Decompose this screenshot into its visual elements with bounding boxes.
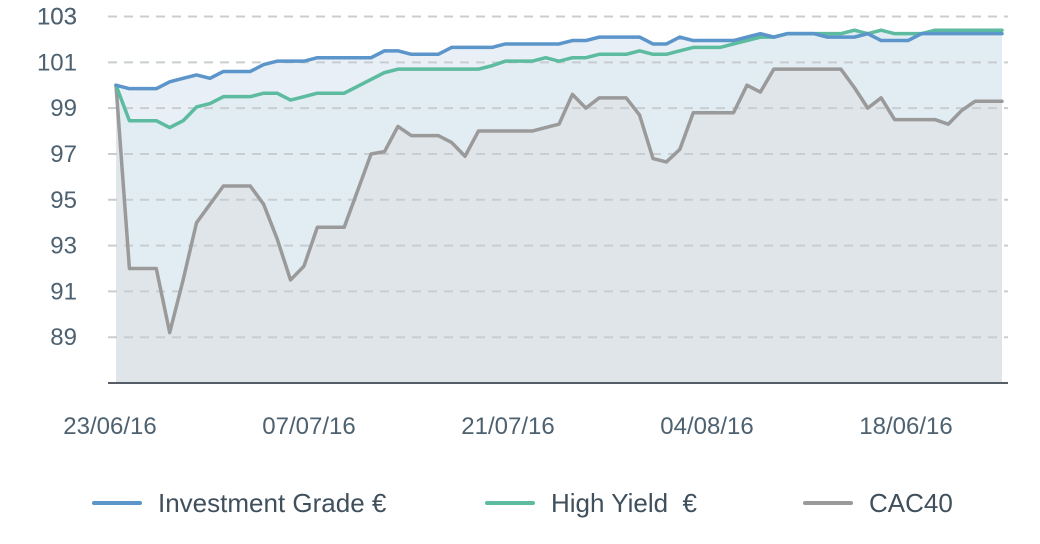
cac40-area bbox=[116, 69, 1002, 384]
y-tick-label: 89 bbox=[50, 324, 77, 351]
area-fills bbox=[116, 30, 1002, 384]
cac40-line bbox=[114, 67, 1004, 335]
x-axis-ticks: 23/06/16 07/07/16 21/07/16 04/08/16 18/06/16 bbox=[63, 413, 952, 440]
y-tick-label: 91 bbox=[50, 278, 77, 305]
x-tick-label: 18/06/16 bbox=[859, 413, 952, 440]
y-tick-label: 97 bbox=[50, 141, 77, 168]
y-tick-label: 103 bbox=[37, 4, 77, 31]
investment-grade-line bbox=[114, 31, 1004, 91]
legend-label-investment-grade: Investment Grade € bbox=[158, 488, 387, 518]
x-tick-label: 21/07/16 bbox=[461, 413, 554, 440]
x-tick-label: 07/07/16 bbox=[262, 413, 355, 440]
y-tick-label: 95 bbox=[50, 187, 77, 214]
legend: Investment Grade € High Yield € CAC40 bbox=[92, 488, 953, 518]
y-tick-label: 99 bbox=[50, 95, 77, 122]
high-yield-line bbox=[114, 28, 1004, 130]
x-tick-label: 23/06/16 bbox=[63, 413, 156, 440]
y-tick-label: 103 bbox=[37, 4, 77, 31]
legend-label-cac40: CAC40 bbox=[869, 488, 953, 518]
legend-label-high-yield: High Yield € bbox=[551, 488, 698, 518]
y-tick-label: 93 bbox=[50, 233, 77, 260]
y-tick-label: 101 bbox=[37, 49, 77, 76]
x-tick-label: 04/08/16 bbox=[660, 413, 753, 440]
series-lines bbox=[114, 28, 1004, 335]
